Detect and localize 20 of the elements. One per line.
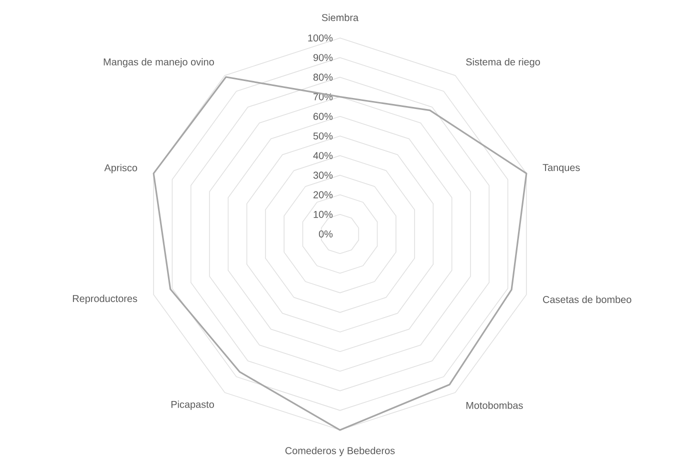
spoke-label: Mangas de manejo ovino (104, 58, 214, 68)
spoke-label: Aprisco (104, 164, 138, 174)
y-tick-label: 90% (313, 54, 333, 62)
y-tick-label: 40% (313, 152, 333, 160)
spoke-label: Comederos y Bebederos (285, 446, 395, 456)
y-tick-label: 100% (308, 34, 333, 42)
y-tick-label: 50% (313, 132, 333, 140)
spoke-label: Siembra (322, 14, 359, 22)
spoke-label: Tanques (542, 164, 580, 174)
spoke-label: Sistema de riego (466, 58, 540, 68)
spoke-label: Reproductores (72, 294, 138, 304)
spoke-label: Motobombas (466, 402, 523, 409)
spoke-label: Casetas de bombeo (543, 296, 632, 304)
y-tick-label: 20% (313, 191, 333, 198)
spoke-label: Picapasto (171, 400, 214, 410)
y-tick-label: 80% (313, 74, 333, 81)
y-tick-label: 30% (313, 172, 333, 179)
y-tick-label: 10% (314, 210, 333, 218)
y-tick-label: 0% (318, 230, 333, 238)
y-tick-label: 60% (313, 112, 333, 120)
